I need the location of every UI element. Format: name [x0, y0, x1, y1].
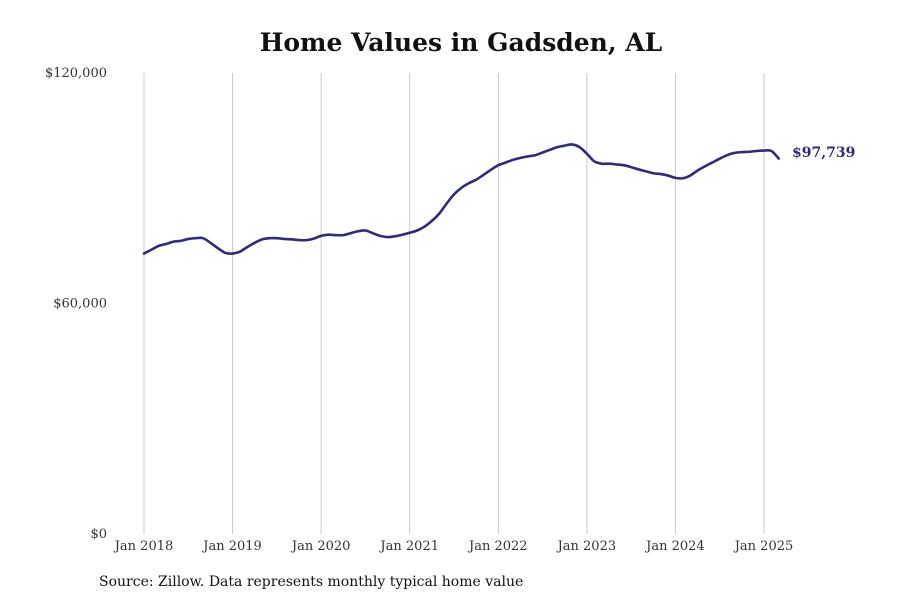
x-tick-label: Jan 2023	[556, 539, 617, 554]
y-tick-label: $120,000	[45, 66, 107, 81]
x-axis: Jan 2018 Jan 2019 Jan 2020 Jan 2021 Jan 2022…	[113, 539, 794, 554]
x-tick-label: Jan 2018	[113, 539, 174, 554]
y-tick-label: $60,000	[53, 297, 107, 312]
x-tick-label: Jan 2022	[467, 539, 528, 554]
y-axis: $0 $60,000 $120,000	[45, 66, 107, 542]
y-tick-label: $0	[90, 527, 107, 542]
x-tick-label: Jan 2025	[733, 539, 794, 554]
x-tick-label: Jan 2019	[201, 539, 262, 554]
series-layer	[142, 143, 781, 255]
x-gridlines	[143, 73, 765, 534]
x-tick-label: Jan 2021	[378, 539, 439, 554]
x-tick-label: Jan 2024	[644, 539, 705, 554]
home-value-line	[142, 143, 781, 255]
latest-value-label: $97,739	[792, 145, 855, 161]
chart-title: Home Values in Gadsden, AL	[259, 28, 663, 57]
source-note: Source: Zillow. Data represents monthly …	[99, 574, 524, 590]
x-tick-label: Jan 2020	[290, 539, 351, 554]
